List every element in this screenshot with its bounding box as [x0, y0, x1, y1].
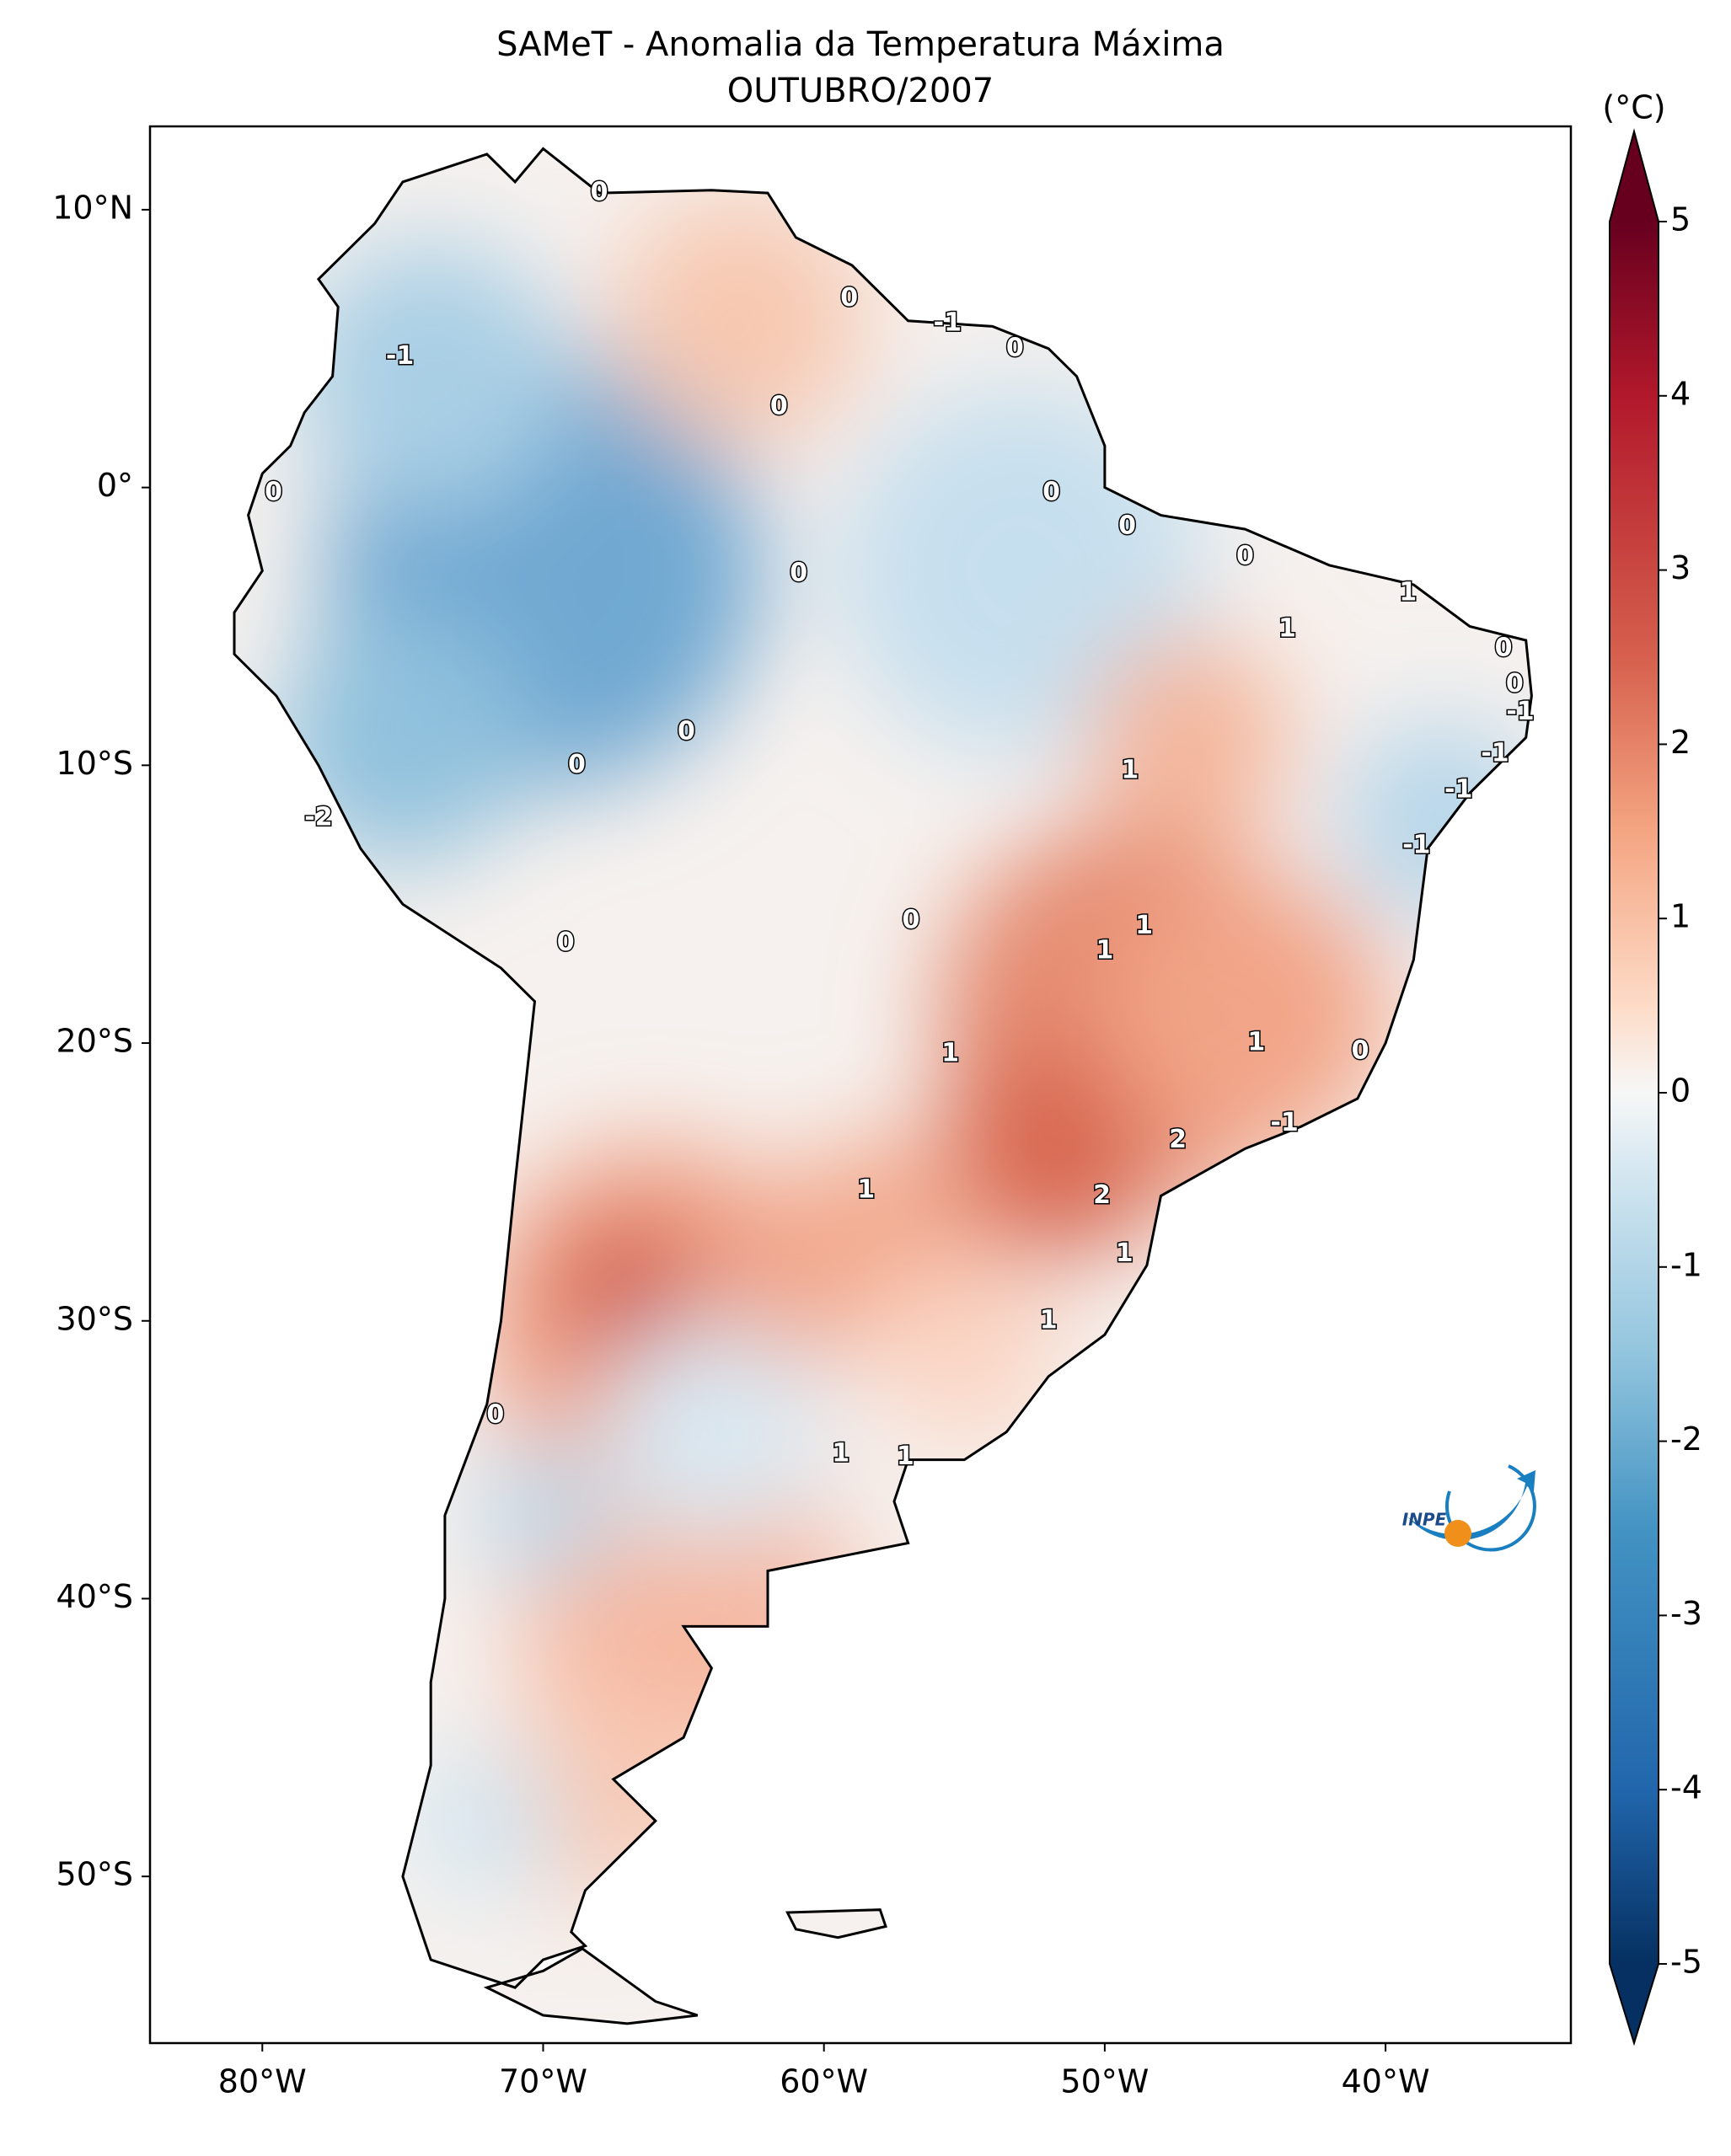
anomaly-blob [1087, 636, 1290, 839]
contour-label: 2 [1169, 1125, 1187, 1154]
logo-sun [1444, 1520, 1471, 1547]
contour-label: 1 [897, 1442, 914, 1471]
contour-label: 1 [1247, 1028, 1265, 1057]
colorbar-extend-max [1610, 131, 1659, 222]
logo-text: INPE [1402, 1510, 1447, 1530]
colorbar-extend-min [1610, 1964, 1659, 2043]
colorbar-tick-label: 3 [1670, 549, 1691, 586]
title: SAMeT - Anomalia da Temperatura Máxima [496, 25, 1225, 64]
contour-label: 0 [678, 716, 695, 746]
anomaly-blob [602, 1322, 822, 1542]
colorbar-tick-label: 5 [1670, 201, 1691, 238]
contour-label: 1 [1399, 577, 1417, 607]
colorbar-tick-label: -4 [1670, 1769, 1702, 1806]
colorbar-tick-label: -5 [1670, 1944, 1702, 1981]
anomaly-blob [296, 241, 566, 511]
contour-label: 0 [557, 928, 575, 957]
y-tick-label: 0° [97, 467, 133, 504]
y-tick-label: 40°S [56, 1578, 133, 1615]
subtitle: OUTUBRO/2007 [727, 72, 994, 110]
contour-label: 0 [591, 178, 608, 207]
x-tick-label: 80°W [218, 2063, 307, 2100]
colorbar-tick-label: 1 [1670, 898, 1691, 935]
anomaly-blob [871, 1255, 1058, 1442]
contour-label: -1 [934, 308, 962, 338]
contour-label: 0 [486, 1399, 504, 1429]
contour-label: -1 [1270, 1108, 1298, 1137]
contour-label: 0 [1042, 478, 1060, 507]
coastline [233, 147, 1533, 2025]
x-tick-label: 70°W [499, 2063, 587, 2100]
contour-label: 0 [1495, 633, 1513, 662]
contour-label: -1 [1444, 775, 1472, 805]
anomaly-blob [410, 1745, 563, 1897]
y-tick-label: 30°S [56, 1300, 133, 1337]
contour-label: 1 [1040, 1305, 1058, 1335]
anomaly-blob [560, 1225, 695, 1361]
logo-arrow [1407, 1470, 1535, 1541]
colorbar-label: (°C) [1602, 89, 1665, 126]
colorbar-tick-label: 2 [1670, 724, 1691, 761]
x-tick-label: 60°W [780, 2063, 868, 2100]
contour-label: 1 [1116, 1238, 1133, 1268]
contour-label: 0 [568, 750, 586, 779]
y-tick-label: 10°S [56, 745, 133, 782]
colorbar [1610, 222, 1659, 1964]
contour-label: 1 [1096, 936, 1113, 966]
anomaly-blob [1101, 872, 1389, 1159]
contour-label: -1 [386, 341, 414, 371]
contour-label: -2 [304, 802, 332, 832]
contour-label: 0 [770, 392, 788, 421]
contour-label: 0 [1352, 1035, 1369, 1065]
contour-label: 0 [1506, 669, 1524, 698]
anomaly-blob [613, 194, 866, 447]
contour-label: 1 [1135, 911, 1153, 940]
contour-label: 1 [857, 1174, 875, 1204]
x-tick-label: 40°W [1342, 2063, 1430, 2100]
anomaly-blob [939, 1044, 1159, 1264]
contour-label: -1 [1402, 830, 1430, 859]
contour-label: 0 [840, 283, 858, 313]
contour-label: 2 [1093, 1180, 1111, 1210]
logo: INPE [1402, 1464, 1536, 1552]
contour-label: 0 [1236, 542, 1254, 571]
contour-label: -1 [1481, 739, 1509, 768]
land [233, 147, 1533, 2025]
colorbar-tick-label: 4 [1670, 375, 1691, 412]
colorbar-tick-label: -3 [1670, 1595, 1702, 1632]
y-tick-label: 10°N [52, 189, 133, 226]
contour-label: 1 [1121, 755, 1139, 784]
contour-label: 0 [265, 478, 282, 507]
colorbar-tick-label: -1 [1670, 1246, 1702, 1283]
anomaly-blob [276, 611, 529, 864]
anomaly-blob [475, 1447, 611, 1583]
y-tick-label: 50°S [56, 1856, 133, 1893]
contour-label: 1 [941, 1039, 959, 1068]
contour-label: 0 [903, 905, 920, 934]
contour-label: -1 [1506, 697, 1534, 726]
colorbar-tick-label: -2 [1670, 1420, 1702, 1458]
contour-label: 1 [832, 1439, 849, 1469]
y-tick-label: 20°S [56, 1023, 133, 1060]
colorbar-tick-label: 0 [1670, 1073, 1691, 1110]
contour-label: 0 [790, 558, 807, 587]
contour-label: 0 [1118, 511, 1136, 540]
contour-label: 1 [1278, 613, 1296, 643]
contour-label: 0 [1006, 333, 1024, 362]
x-tick-label: 50°W [1060, 2063, 1149, 2100]
